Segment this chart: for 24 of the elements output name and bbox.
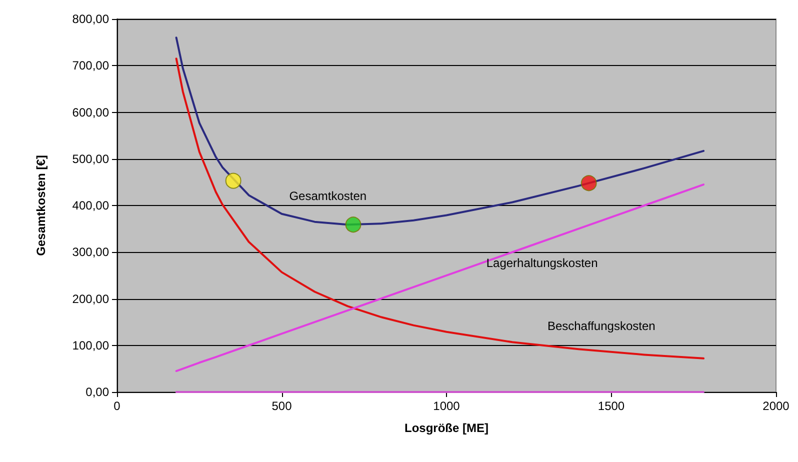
line-series [175,184,705,372]
x-tick-label: 500 [272,399,292,413]
line-series [175,58,705,360]
x-tick-label: 2000 [762,399,790,413]
point [225,172,242,189]
series-label: Beschaffungskosten [547,318,656,333]
y-tick-label: 500,00 [72,152,110,166]
x-axis-title: Losgröße [ME] [404,421,488,435]
y-tick-label: 200,00 [72,292,110,306]
x-tick-label: 1500 [598,399,625,413]
x-tick-label: 1000 [433,399,460,413]
point [345,216,362,233]
x-tick-label: 0 [114,399,121,413]
y-tick-label: 0,00 [86,385,110,399]
y-tick-label: 400,00 [72,198,110,212]
y-tick-label: 100,00 [72,338,110,352]
series-label: Gesamtkosten [289,189,367,204]
y-axis-title: Gesamtkosten [€] [34,155,48,256]
point [580,175,597,192]
series-label: Lagerhaltungskosten [486,256,598,270]
y-tick-label: 800,00 [72,12,110,26]
y-tick-label: 600,00 [72,105,110,120]
y-tick-label: 700,00 [72,58,110,73]
y-tick-label: 300,00 [72,245,110,260]
